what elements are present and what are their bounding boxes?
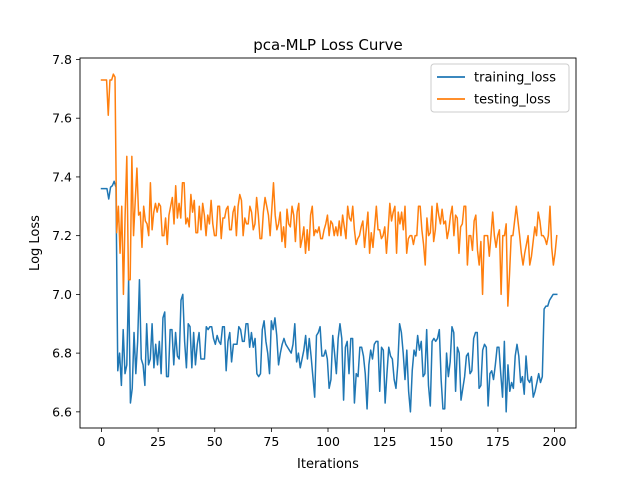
x-tick-label: 175: [486, 434, 510, 449]
x-tick-label: 0: [98, 434, 106, 449]
y-tick-label: 7.8: [52, 52, 72, 67]
series-layer: [100, 73, 558, 413]
x-tick-label: 125: [373, 434, 397, 449]
series-line-testing-loss: [100, 73, 558, 307]
plot-area: [79, 57, 577, 429]
y-axis-label: Log Loss: [28, 215, 43, 271]
legend: training_loss testing_loss: [430, 63, 570, 113]
x-tick-label: 150: [429, 434, 453, 449]
legend-label-testing-loss: testing_loss: [474, 93, 551, 108]
y-tick-label: 6.8: [52, 346, 72, 361]
x-tick-label: 100: [316, 434, 340, 449]
legend-box: [430, 63, 570, 113]
x-axis: 0 25 50 75 100 125 150 175 200: [98, 428, 567, 449]
series-line-training-loss: [100, 180, 558, 413]
x-tick-label: 200: [543, 434, 567, 449]
x-tick-label: 75: [263, 434, 279, 449]
chart-title: pca-MLP Loss Curve: [253, 36, 402, 54]
x-tick-label: 25: [150, 434, 166, 449]
legend-label-training-loss: training_loss: [474, 71, 556, 86]
y-tick-label: 7.2: [52, 228, 72, 243]
y-tick-label: 6.6: [52, 404, 72, 419]
x-tick-label: 50: [207, 434, 223, 449]
x-axis-label: Iterations: [297, 457, 359, 472]
y-tick-label: 7.4: [52, 169, 72, 184]
y-axis: 6.6 6.8 7.0 7.2 7.4 7.6 7.8: [52, 52, 80, 419]
y-tick-label: 7.0: [52, 287, 72, 302]
y-tick-label: 7.6: [52, 111, 72, 126]
